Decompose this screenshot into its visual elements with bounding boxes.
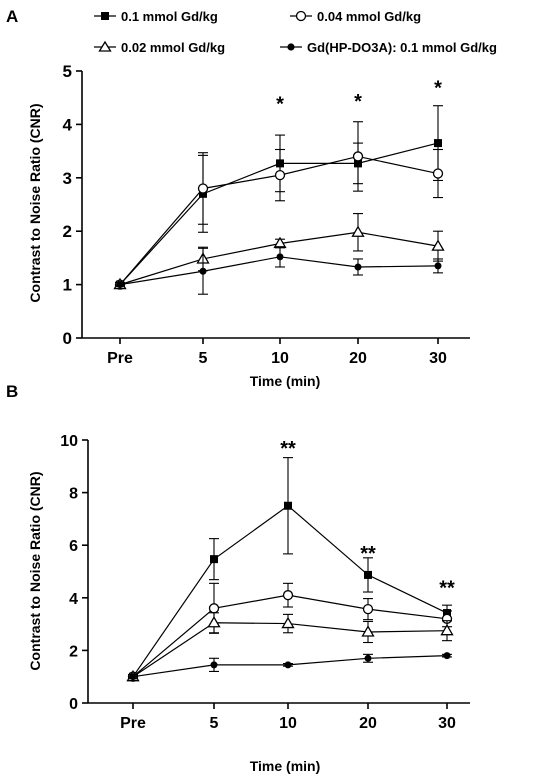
y-tick-label: 5 [63, 62, 72, 81]
legend-item-2: 0.02 mmol Gd/kg [94, 40, 225, 55]
data-point-circle-open [197, 183, 209, 194]
data-point-circle-filled [443, 652, 451, 660]
chart-panel-a: 0 1 2 3 4 5 Pre 5 10 20 30 * * * Contrast to Noise R… [27, 62, 470, 389]
data-point-triangle [351, 225, 365, 237]
x-axis-label-a: Time (min) [250, 373, 321, 389]
series-line [119, 256, 439, 286]
series-circle-open [114, 121, 444, 290]
legend-label-2: 0.02 mmol Gd/kg [121, 40, 225, 55]
data-point-square [434, 139, 442, 148]
legend-label-3: Gd(HP-DO3A): 0.1 mmol Gd/kg [307, 40, 497, 55]
panel-label-b: B [6, 382, 18, 401]
data-point-circle-filled [434, 262, 442, 270]
legend: 0.1 mmol Gd/kg 0.04 mmol Gd/kg 0.02 mmol… [94, 9, 497, 55]
data-point-circle-filled [276, 253, 284, 261]
y-tick-label: 2 [63, 222, 72, 241]
series-circle-filled [115, 246, 443, 295]
data-point-circle-open [432, 168, 444, 179]
y-tick-label: 8 [69, 486, 78, 503]
significance-marker: ** [439, 577, 455, 599]
y-tick-label: 6 [69, 538, 78, 555]
data-point-square [364, 570, 372, 579]
x-tick-label: Pre [107, 350, 133, 367]
data-point-circle-open [352, 151, 364, 162]
legend-label-0: 0.1 mmol Gd/kg [121, 9, 218, 24]
axes-b: 0 2 4 6 8 10 Pre 5 10 20 30 [60, 433, 470, 732]
series-triangle-open [126, 612, 454, 682]
y-tick-label: 2 [69, 643, 78, 660]
x-tick-label: Pre [120, 715, 146, 732]
y-tick-label: 3 [63, 169, 72, 188]
y-tick-label: 4 [69, 591, 78, 608]
annotations-a: * * * [276, 78, 442, 116]
x-tick-label: 10 [279, 715, 297, 732]
x-tick-label: 30 [429, 350, 447, 367]
x-tick-label: 10 [271, 350, 289, 367]
data-point-circle-filled [354, 263, 362, 271]
legend-marker-circle-filled [287, 43, 295, 51]
y-tick-label: 0 [63, 329, 72, 348]
x-axis-label-b: Time (min) [250, 758, 321, 774]
y-axis-label-b: Contrast to Noise Ratio (CNR) [27, 471, 43, 670]
data-point-triangle [281, 616, 295, 629]
legend-marker-circle-open [295, 10, 307, 22]
x-tick-label: 5 [199, 350, 208, 367]
y-tick-label: 10 [60, 433, 78, 450]
significance-marker: ** [360, 543, 376, 565]
x-tick-label: 5 [210, 715, 219, 732]
data-point-triangle [431, 239, 445, 251]
panel-label-a: A [6, 7, 18, 26]
series-line [132, 622, 448, 678]
data-point-circle-open [362, 603, 374, 615]
axes-a: 0 1 2 3 4 5 Pre 5 10 20 30 [63, 62, 470, 367]
legend-marker-square-filled [101, 12, 109, 20]
series-group-b [126, 457, 454, 682]
data-point-square [210, 555, 218, 564]
significance-marker: * [354, 91, 362, 113]
series-circle-filled [128, 652, 452, 681]
y-axis-label-a: Contrast to Noise Ratio (CNR) [27, 103, 43, 302]
legend-label-1: 0.04 mmol Gd/kg [317, 9, 421, 24]
x-tick-label: 20 [349, 350, 367, 367]
data-point-circle-filled [284, 661, 292, 669]
data-point-triangle [440, 623, 454, 636]
y-tick-label: 4 [63, 115, 73, 134]
legend-item-3: Gd(HP-DO3A): 0.1 mmol Gd/kg [280, 40, 497, 55]
data-point-triangle [361, 625, 375, 637]
data-point-circle-filled [199, 267, 207, 275]
data-point-square [284, 501, 292, 510]
data-point-circle-open [274, 169, 286, 181]
series-group-a [113, 105, 445, 295]
legend-item-0: 0.1 mmol Gd/kg [94, 9, 218, 24]
data-point-triangle [207, 615, 221, 628]
legend-marker-triangle-open [98, 40, 112, 52]
data-point-circle-filled [129, 673, 137, 681]
x-tick-label: 30 [438, 715, 456, 732]
series-square-filled [115, 105, 443, 289]
significance-marker: ** [280, 438, 296, 460]
annotations-b: ** ** ** [280, 438, 455, 599]
data-point-circle-filled [210, 661, 218, 669]
legend-item-1: 0.04 mmol Gd/kg [290, 9, 421, 24]
chart-panel-b: 0 2 4 6 8 10 Pre 5 10 20 30 ** ** ** Contrast to Noi… [27, 433, 470, 774]
data-point-circle-open [282, 590, 294, 601]
y-tick-label: 0 [69, 696, 78, 713]
data-point-circle-filled [364, 654, 372, 662]
data-point-circle-filled [116, 281, 124, 289]
significance-marker: * [276, 94, 284, 116]
x-tick-label: 20 [359, 715, 377, 732]
significance-marker: * [434, 78, 442, 100]
data-point-circle-open [208, 603, 220, 614]
y-tick-label: 1 [63, 276, 72, 295]
